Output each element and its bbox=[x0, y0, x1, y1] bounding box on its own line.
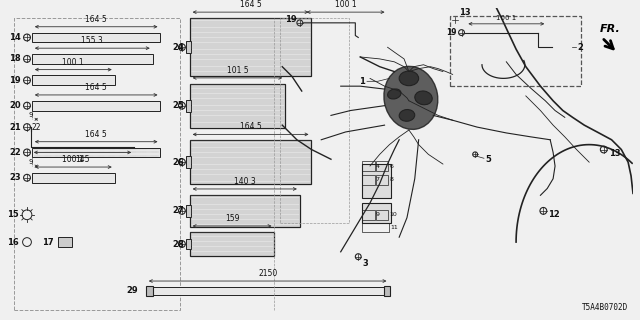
Text: 100 1: 100 1 bbox=[496, 15, 516, 21]
Text: 24: 24 bbox=[172, 43, 184, 52]
Bar bbox=[186, 41, 191, 53]
Text: 145: 145 bbox=[76, 155, 90, 164]
Bar bbox=[376, 161, 388, 171]
Bar bbox=[383, 286, 390, 296]
Bar bbox=[186, 239, 191, 249]
Text: 15: 15 bbox=[8, 210, 19, 219]
Ellipse shape bbox=[399, 109, 415, 121]
Bar bbox=[189, 140, 312, 184]
Text: 100 1: 100 1 bbox=[335, 0, 356, 9]
Text: 9: 9 bbox=[29, 112, 33, 118]
Text: 25: 25 bbox=[172, 101, 184, 110]
Bar bbox=[32, 33, 161, 42]
Bar bbox=[450, 16, 581, 86]
Text: 2150: 2150 bbox=[258, 269, 277, 278]
Ellipse shape bbox=[399, 71, 419, 86]
Bar bbox=[362, 210, 375, 220]
Text: 16: 16 bbox=[8, 237, 19, 246]
Bar bbox=[186, 205, 191, 217]
Bar bbox=[32, 101, 161, 110]
Text: 100 1: 100 1 bbox=[63, 155, 84, 164]
Text: 19: 19 bbox=[446, 28, 457, 37]
Bar bbox=[32, 54, 153, 64]
Bar bbox=[189, 18, 312, 76]
Bar bbox=[32, 173, 115, 183]
Text: 164 5: 164 5 bbox=[240, 0, 262, 9]
Bar bbox=[58, 237, 72, 247]
Text: 22: 22 bbox=[10, 148, 21, 157]
Ellipse shape bbox=[415, 91, 432, 105]
Text: 13: 13 bbox=[459, 8, 470, 17]
Bar bbox=[362, 203, 392, 223]
Bar bbox=[14, 18, 180, 310]
Bar bbox=[362, 161, 375, 171]
Ellipse shape bbox=[384, 66, 438, 129]
Text: 140 3: 140 3 bbox=[234, 177, 255, 186]
Bar bbox=[189, 232, 275, 256]
Text: 164 5: 164 5 bbox=[240, 123, 262, 132]
Text: 27: 27 bbox=[172, 206, 184, 215]
Text: 5: 5 bbox=[485, 155, 491, 164]
Text: 14: 14 bbox=[10, 33, 21, 42]
Text: 10: 10 bbox=[389, 212, 397, 217]
Text: 6: 6 bbox=[389, 164, 394, 169]
Text: 101 5: 101 5 bbox=[227, 66, 248, 75]
Text: 23: 23 bbox=[10, 173, 21, 182]
Text: 8: 8 bbox=[389, 177, 394, 182]
Bar bbox=[189, 195, 300, 227]
Bar bbox=[146, 286, 153, 296]
Bar bbox=[32, 76, 115, 85]
Bar bbox=[362, 175, 375, 185]
Text: 11: 11 bbox=[390, 225, 398, 230]
Text: 29: 29 bbox=[127, 286, 138, 295]
Ellipse shape bbox=[388, 89, 401, 99]
Text: 18: 18 bbox=[10, 54, 21, 63]
Text: 26: 26 bbox=[172, 158, 184, 167]
Bar bbox=[186, 100, 191, 111]
Text: 164 5: 164 5 bbox=[85, 130, 107, 139]
Text: 19: 19 bbox=[285, 15, 297, 24]
Bar bbox=[362, 223, 389, 232]
Text: FR.: FR. bbox=[600, 24, 621, 34]
Text: T5A4B0702D: T5A4B0702D bbox=[582, 303, 628, 312]
Text: 159: 159 bbox=[225, 214, 239, 223]
Text: 9: 9 bbox=[29, 159, 33, 165]
Bar bbox=[32, 148, 161, 157]
Text: 164 5: 164 5 bbox=[85, 15, 107, 24]
Text: 9: 9 bbox=[376, 212, 380, 217]
Bar bbox=[189, 84, 285, 128]
Text: 7: 7 bbox=[376, 177, 380, 182]
Bar bbox=[376, 210, 388, 220]
Text: 21: 21 bbox=[10, 123, 21, 132]
Bar bbox=[146, 287, 389, 295]
Bar bbox=[280, 18, 349, 223]
Bar bbox=[362, 164, 392, 198]
Text: 17: 17 bbox=[42, 237, 53, 246]
Text: 13: 13 bbox=[609, 149, 620, 158]
Text: 155 3: 155 3 bbox=[81, 36, 103, 45]
Text: 22: 22 bbox=[32, 123, 42, 132]
Text: 164 5: 164 5 bbox=[85, 83, 107, 92]
Text: 1: 1 bbox=[359, 77, 365, 86]
Text: 28: 28 bbox=[172, 239, 184, 249]
Text: 20: 20 bbox=[10, 101, 21, 110]
Bar bbox=[376, 175, 388, 185]
Text: 4: 4 bbox=[376, 164, 380, 169]
Text: 2: 2 bbox=[577, 43, 583, 52]
Text: 100 1: 100 1 bbox=[63, 58, 84, 67]
Text: 3: 3 bbox=[362, 259, 368, 268]
Text: 19: 19 bbox=[10, 76, 21, 85]
Text: 12: 12 bbox=[548, 210, 560, 219]
Bar bbox=[186, 156, 191, 168]
